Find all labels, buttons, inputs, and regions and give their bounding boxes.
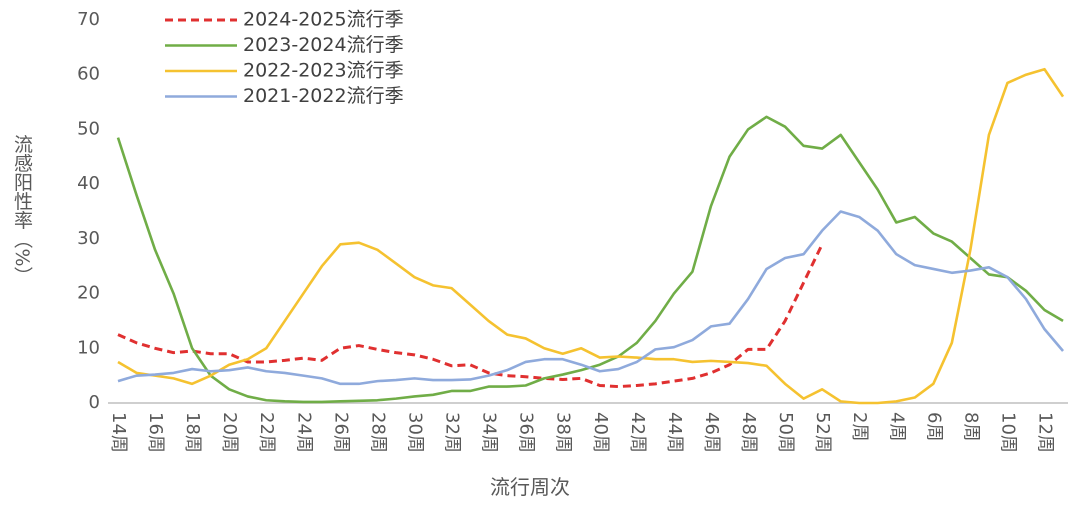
x-tick-label: 34周 [479,412,500,453]
y-tick-label: 60 [77,64,100,85]
x-tick-label: 24周 [293,412,314,453]
y-tick-label: 20 [77,283,100,304]
x-tick-label: 38周 [553,412,574,453]
x-tick-label: 52周 [812,412,833,453]
x-tick-label: 2周 [849,412,870,441]
x-tick-label: 30周 [404,412,425,453]
y-tick-label: 70 [77,9,100,30]
x-tick-label: 16周 [145,412,166,453]
y-tick-label: 30 [77,228,100,249]
x-tick-label: 18周 [182,412,203,453]
legend-label: 2024-2025流行季 [243,9,404,31]
y-tick-label: 50 [77,118,100,139]
series-line [117,243,824,389]
series-line [117,67,1065,405]
x-tick-label: 44周 [664,412,685,453]
y-tick-label: 40 [77,173,100,194]
y-axis-title: 流感阳性率（%） [11,134,33,285]
legend-label: 2023-2024流行季 [243,34,404,56]
x-tick-label: 20周 [219,412,240,453]
y-tick-label: 0 [89,392,100,413]
legend-label: 2021-2022流行季 [243,85,404,107]
x-tick-label: 14周 [108,412,129,453]
y-tick-label: 10 [77,337,100,358]
x-tick-label: 10周 [997,412,1018,453]
series-line [117,210,1065,386]
x-tick-label: 22周 [256,412,277,453]
x-tick-label: 26周 [330,412,351,453]
x-tick-label: 42周 [627,412,648,453]
series-line [116,115,1064,404]
x-tick-label: 46周 [701,412,722,453]
x-tick-label: 32周 [442,412,463,453]
x-tick-label: 48周 [738,412,759,453]
x-tick-label: 28周 [367,412,388,453]
x-tick-label: 12周 [1035,412,1056,453]
x-tick-label: 50周 [775,412,796,453]
x-tick-label: 6周 [923,412,944,441]
x-axis-title: 流行周次 [490,475,570,499]
x-tick-label: 36周 [516,412,537,453]
legend-label: 2022-2023流行季 [243,60,404,82]
x-tick-label: 8周 [960,412,981,441]
x-tick-label: 4周 [886,412,907,441]
x-tick-label: 40周 [590,412,611,453]
